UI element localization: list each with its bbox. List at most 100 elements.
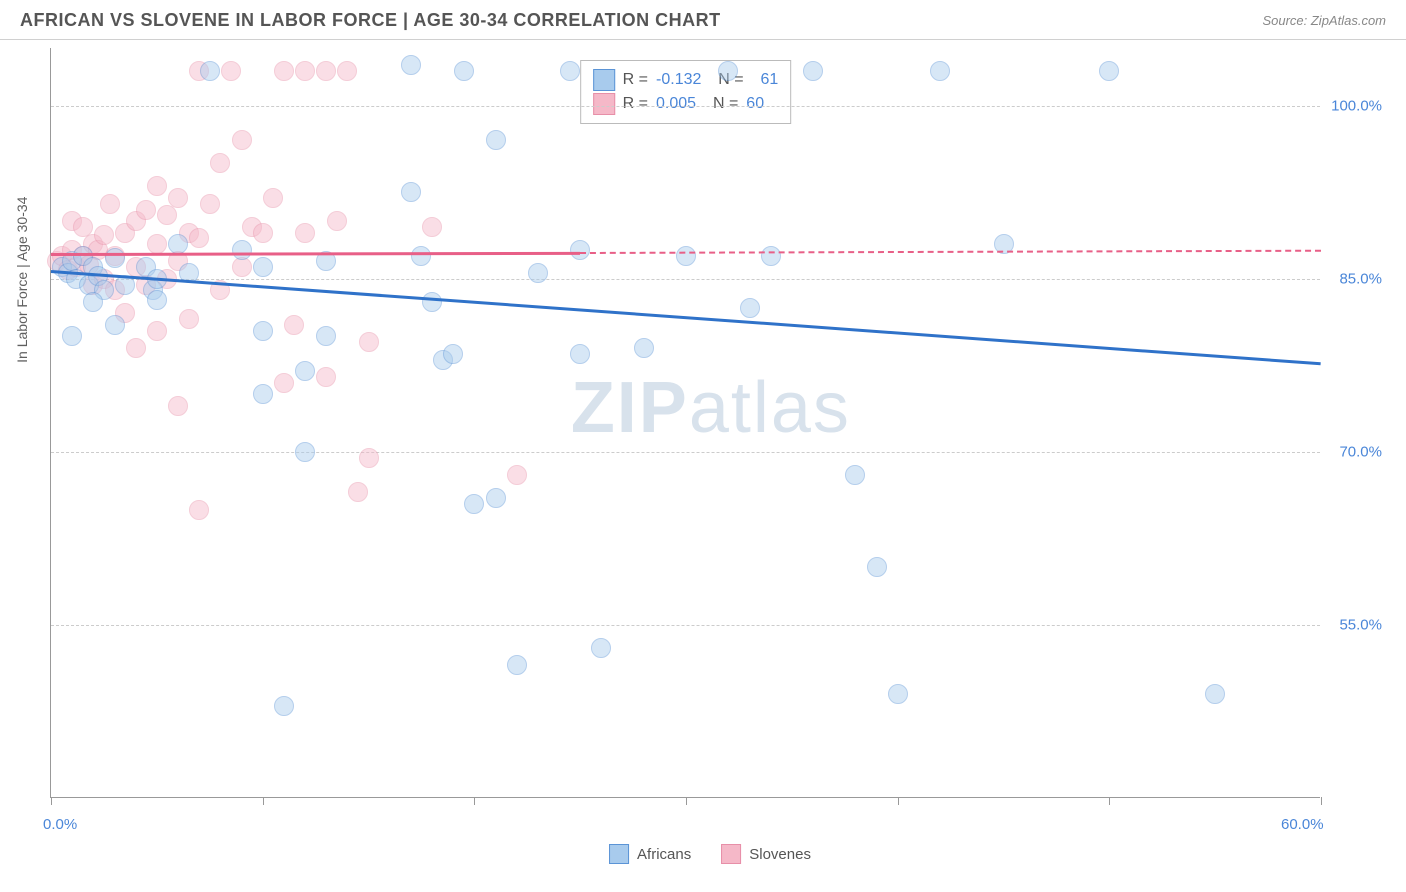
grid-line	[51, 279, 1320, 280]
scatter-point	[422, 292, 442, 312]
trend-line	[51, 270, 1321, 365]
x-tick	[263, 797, 264, 805]
legend-swatch-africans	[593, 69, 615, 91]
scatter-point	[83, 292, 103, 312]
y-axis-title: In Labor Force | Age 30-34	[14, 197, 30, 363]
source-label: Source: ZipAtlas.com	[1262, 13, 1386, 28]
scatter-point	[274, 696, 294, 716]
scatter-point	[253, 223, 273, 243]
scatter-point	[867, 557, 887, 577]
x-tick-label: 60.0%	[1281, 816, 1324, 833]
scatter-point	[337, 61, 357, 81]
legend-swatch-slovenes	[593, 93, 615, 115]
scatter-point	[528, 263, 548, 283]
scatter-point	[232, 130, 252, 150]
scatter-point	[284, 315, 304, 335]
scatter-point	[422, 217, 442, 237]
chart-container: In Labor Force | Age 30-34 ZIPatlas R = …	[50, 48, 1370, 828]
scatter-point	[1099, 61, 1119, 81]
x-tick	[898, 797, 899, 805]
chart-title: AFRICAN VS SLOVENE IN LABOR FORCE | AGE …	[20, 10, 721, 31]
scatter-point	[179, 309, 199, 329]
scatter-point	[316, 61, 336, 81]
x-tick	[51, 797, 52, 805]
scatter-point	[507, 465, 527, 485]
scatter-point	[210, 153, 230, 173]
scatter-point	[570, 240, 590, 260]
scatter-point	[888, 684, 908, 704]
grid-line	[51, 452, 1320, 453]
scatter-point	[105, 248, 125, 268]
scatter-point	[634, 338, 654, 358]
scatter-point	[221, 61, 241, 81]
scatter-point	[168, 396, 188, 416]
scatter-point	[168, 188, 188, 208]
grid-line	[51, 106, 1320, 107]
scatter-point	[316, 326, 336, 346]
scatter-point	[676, 246, 696, 266]
y-tick-label: 70.0%	[1339, 443, 1382, 460]
scatter-point	[443, 344, 463, 364]
scatter-point	[253, 321, 273, 341]
scatter-point	[274, 373, 294, 393]
scatter-point	[157, 205, 177, 225]
y-tick-label: 85.0%	[1339, 270, 1382, 287]
scatter-point	[147, 321, 167, 341]
scatter-point	[253, 257, 273, 277]
scatter-point	[295, 442, 315, 462]
scatter-point	[560, 61, 580, 81]
scatter-point	[348, 482, 368, 502]
watermark: ZIPatlas	[571, 367, 851, 449]
legend-stats-box: R = -0.132 N = 61 R = 0.005 N = 60	[580, 60, 792, 124]
x-tick	[1109, 797, 1110, 805]
scatter-point	[295, 61, 315, 81]
scatter-point	[126, 338, 146, 358]
scatter-point	[62, 326, 82, 346]
scatter-point	[359, 448, 379, 468]
scatter-point	[930, 61, 950, 81]
y-tick-label: 100.0%	[1331, 97, 1382, 114]
scatter-point	[136, 200, 156, 220]
scatter-point	[147, 234, 167, 254]
scatter-point	[454, 61, 474, 81]
scatter-point	[263, 188, 283, 208]
scatter-point	[803, 61, 823, 81]
legend-swatch	[609, 844, 629, 864]
scatter-point	[100, 194, 120, 214]
y-tick-label: 55.0%	[1339, 616, 1382, 633]
scatter-point	[274, 61, 294, 81]
legend-item: Africans	[609, 844, 691, 864]
legend-bottom: Africans Slovenes	[609, 844, 811, 864]
scatter-point	[168, 234, 188, 254]
x-tick-label: 0.0%	[43, 816, 77, 833]
x-tick	[1321, 797, 1322, 805]
scatter-point	[105, 315, 125, 335]
scatter-point	[327, 211, 347, 231]
scatter-point	[200, 194, 220, 214]
scatter-point	[295, 223, 315, 243]
scatter-point	[761, 246, 781, 266]
legend-stats-row-africans: R = -0.132 N = 61	[593, 69, 779, 91]
legend-item: Slovenes	[721, 844, 811, 864]
scatter-point	[1205, 684, 1225, 704]
scatter-point	[200, 61, 220, 81]
legend-swatch	[721, 844, 741, 864]
legend-stats-row-slovenes: R = 0.005 N = 60	[593, 93, 779, 115]
scatter-point	[740, 298, 760, 318]
scatter-point	[507, 655, 527, 675]
scatter-point	[253, 384, 273, 404]
grid-line	[51, 625, 1320, 626]
scatter-point	[591, 638, 611, 658]
scatter-point	[570, 344, 590, 364]
scatter-point	[232, 240, 252, 260]
scatter-point	[189, 228, 209, 248]
scatter-point	[718, 61, 738, 81]
scatter-point	[486, 488, 506, 508]
legend-label: Africans	[637, 846, 691, 863]
scatter-point	[359, 332, 379, 352]
chart-header: AFRICAN VS SLOVENE IN LABOR FORCE | AGE …	[0, 0, 1406, 40]
scatter-point	[316, 367, 336, 387]
scatter-point	[94, 225, 114, 245]
x-tick	[686, 797, 687, 805]
scatter-point	[401, 182, 421, 202]
